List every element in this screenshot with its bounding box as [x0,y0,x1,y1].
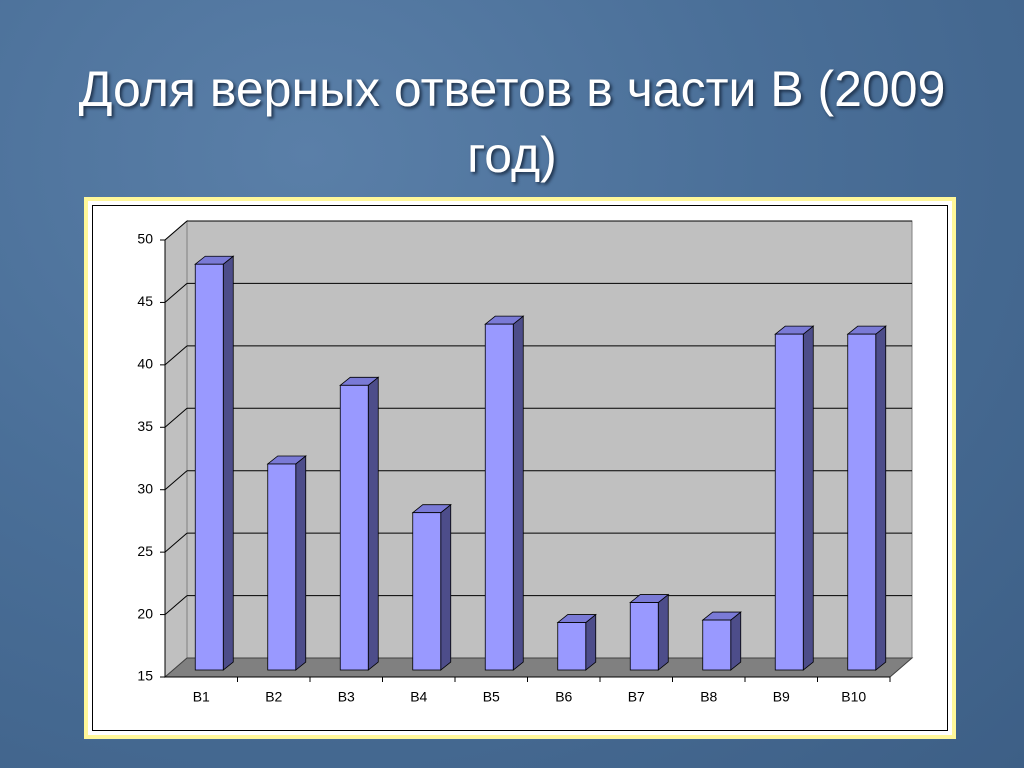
bar [339,384,369,671]
grid-line-side [164,345,188,366]
chart-border [92,205,948,731]
bar-side [440,503,452,671]
bar [629,602,659,671]
bar-side [295,455,307,671]
bar [484,323,514,671]
x-tick-label: B5 [483,689,500,705]
bar [412,512,442,671]
bar [267,463,297,671]
x-tick-label: B8 [700,689,717,705]
grid-line-side [164,407,188,428]
y-tick-label: 30 [137,480,153,496]
bar-side [802,325,814,671]
x-tick-label: B4 [410,689,427,705]
bar-side [585,613,597,671]
y-tick-label: 25 [137,543,153,559]
bar-side [875,325,887,671]
grid-line-side [164,595,188,615]
bar [557,622,587,671]
grid-line-side [164,532,188,553]
y-tick-label: 50 [137,231,153,247]
x-tick-label: B7 [628,689,645,705]
bar-side [222,255,234,671]
side-wall [164,219,188,679]
bar-side [512,315,524,671]
bar [702,619,732,671]
bar [847,333,877,671]
y-tick-label: 35 [137,418,153,434]
x-tick-label: B3 [338,689,355,705]
slide-title: Доля верных ответов в части В (2009 год) [78,61,946,183]
bar-side [367,376,379,671]
bar-side [657,593,669,671]
y-tick-label: 15 [137,668,153,684]
y-tick-label: 20 [137,605,153,621]
x-tick-label: B9 [773,689,790,705]
grid-line-side [164,470,188,491]
y-tick-label: 45 [137,293,153,309]
y-tick-label: 40 [137,356,153,372]
bar [774,333,804,671]
grid-line-side [164,220,188,241]
bar [194,263,224,671]
x-tick-label: B6 [555,689,572,705]
bar-side [730,611,742,671]
x-tick-label: B2 [265,689,282,705]
x-tick-label: B10 [841,689,866,705]
grid-line-side [164,283,188,303]
x-tick-label: B1 [193,689,210,705]
